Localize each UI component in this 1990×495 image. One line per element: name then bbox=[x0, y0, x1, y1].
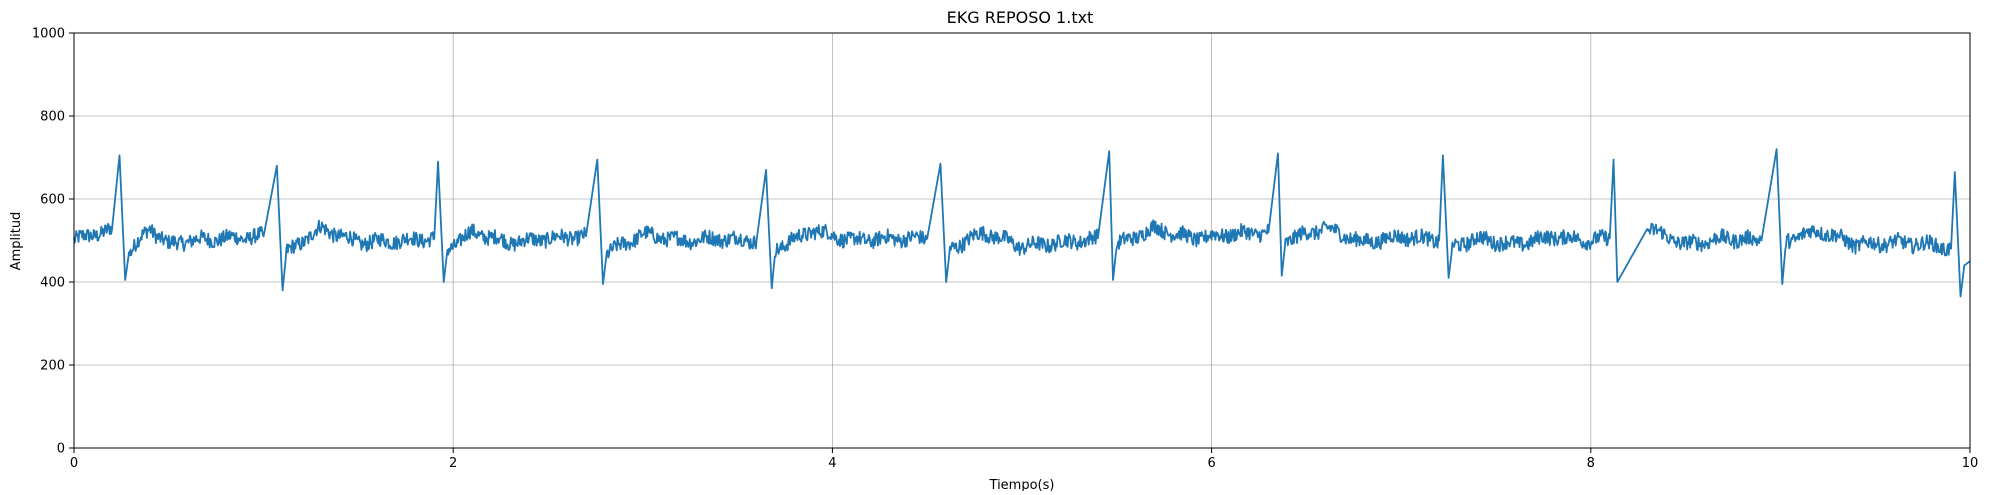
x-tick-label: 8 bbox=[1587, 456, 1595, 471]
y-tick-label: 400 bbox=[40, 276, 65, 291]
x-axis-label: Tiempo(s) bbox=[989, 478, 1055, 491]
y-tick-label: 200 bbox=[40, 359, 65, 374]
y-tick-label: 0 bbox=[57, 442, 65, 457]
x-tick-label: 0 bbox=[70, 456, 78, 471]
y-tick-label: 1000 bbox=[32, 27, 65, 42]
y-tick-label: 600 bbox=[40, 193, 65, 208]
y-axis-label: Amplitud bbox=[9, 212, 24, 271]
x-tick-label: 4 bbox=[828, 456, 836, 471]
plot-area bbox=[73, 148, 1971, 298]
x-tick-label: 10 bbox=[1962, 456, 1979, 471]
axes-frame bbox=[73, 32, 1971, 449]
x-tick-label: 6 bbox=[1207, 456, 1215, 471]
y-tick-label: 800 bbox=[40, 110, 65, 125]
ekg-signal-line bbox=[73, 148, 1971, 298]
plot-frame bbox=[73, 32, 1971, 449]
ticks: 0 2 4 6 8 10 0 200 400 600 800 1000 bbox=[32, 27, 1978, 472]
x-tick-label: 2 bbox=[449, 456, 457, 471]
chart-title: EKG REPOSO 1.txt bbox=[947, 8, 1094, 27]
